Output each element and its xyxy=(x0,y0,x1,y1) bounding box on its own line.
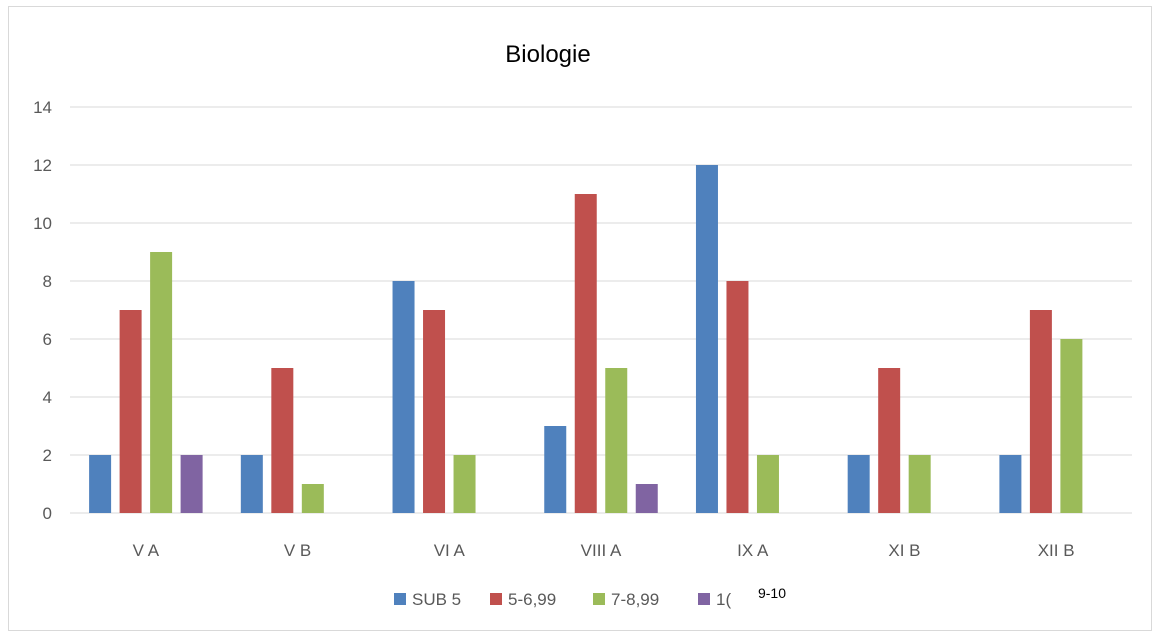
bar-7-8-99 xyxy=(150,252,173,513)
legend-label: SUB 5 xyxy=(412,590,461,609)
y-tick-label: 4 xyxy=(43,388,52,407)
bar-sub-5 xyxy=(392,281,415,513)
bar-sub-5 xyxy=(999,455,1022,513)
x-category-label: V B xyxy=(284,541,311,560)
legend-swatch xyxy=(490,593,502,605)
bar-7-8-99 xyxy=(453,455,476,513)
legend-swatch xyxy=(394,593,406,605)
x-category-label: VI A xyxy=(434,541,466,560)
bar-sub-5 xyxy=(695,165,718,513)
bar-7-8-99 xyxy=(301,484,324,513)
gridlines xyxy=(70,106,1132,514)
y-tick-label: 6 xyxy=(43,330,52,349)
bar-sub-5 xyxy=(544,426,567,513)
bar-7-8-99 xyxy=(756,455,779,513)
y-tick-label: 2 xyxy=(43,446,52,465)
bar-sub-5 xyxy=(240,455,263,513)
y-tick-label: 12 xyxy=(33,156,52,175)
bar-sub-5 xyxy=(847,455,870,513)
bar-5-6-99 xyxy=(271,368,294,513)
bar-10 xyxy=(180,455,203,513)
y-tick-label: 14 xyxy=(33,98,52,117)
bar-7-8-99 xyxy=(908,455,931,513)
bar-7-8-99 xyxy=(605,368,628,513)
x-axis-categories: V A V B VI A VIII A IX A XI B XII B xyxy=(133,541,1075,560)
bar-5-6-99 xyxy=(726,281,749,513)
x-category-label: VIII A xyxy=(581,541,622,560)
legend-swatch xyxy=(698,593,710,605)
x-category-label: IX A xyxy=(737,541,769,560)
bar-5-6-99 xyxy=(119,310,142,513)
legend-swatch xyxy=(593,593,605,605)
y-tick-label: 8 xyxy=(43,272,52,291)
bar-sub-5 xyxy=(89,455,112,513)
x-category-label: XII B xyxy=(1038,541,1075,560)
bars xyxy=(89,165,1083,513)
legend-label: 1( xyxy=(716,590,731,609)
legend: SUB 5 5-6,99 7-8,99 1( xyxy=(394,590,731,609)
legend-label: 7-8,99 xyxy=(611,590,659,609)
bar-5-6-99 xyxy=(574,194,597,513)
bar-10 xyxy=(635,484,658,513)
bar-7-8-99 xyxy=(1060,339,1083,513)
y-axis-ticks: 0 2 4 6 8 10 12 14 xyxy=(33,98,52,523)
chart-title: Biologie xyxy=(505,41,590,68)
y-tick-label: 0 xyxy=(43,504,52,523)
legend-label: 5-6,99 xyxy=(508,590,556,609)
bar-5-6-99 xyxy=(878,368,901,513)
bar-5-6-99 xyxy=(423,310,446,513)
y-tick-label: 10 xyxy=(33,214,52,233)
x-category-label: V A xyxy=(133,541,160,560)
bar-5-6-99 xyxy=(1029,310,1052,513)
overlay-label: 9-10 xyxy=(758,585,786,601)
x-category-label: XI B xyxy=(888,541,920,560)
